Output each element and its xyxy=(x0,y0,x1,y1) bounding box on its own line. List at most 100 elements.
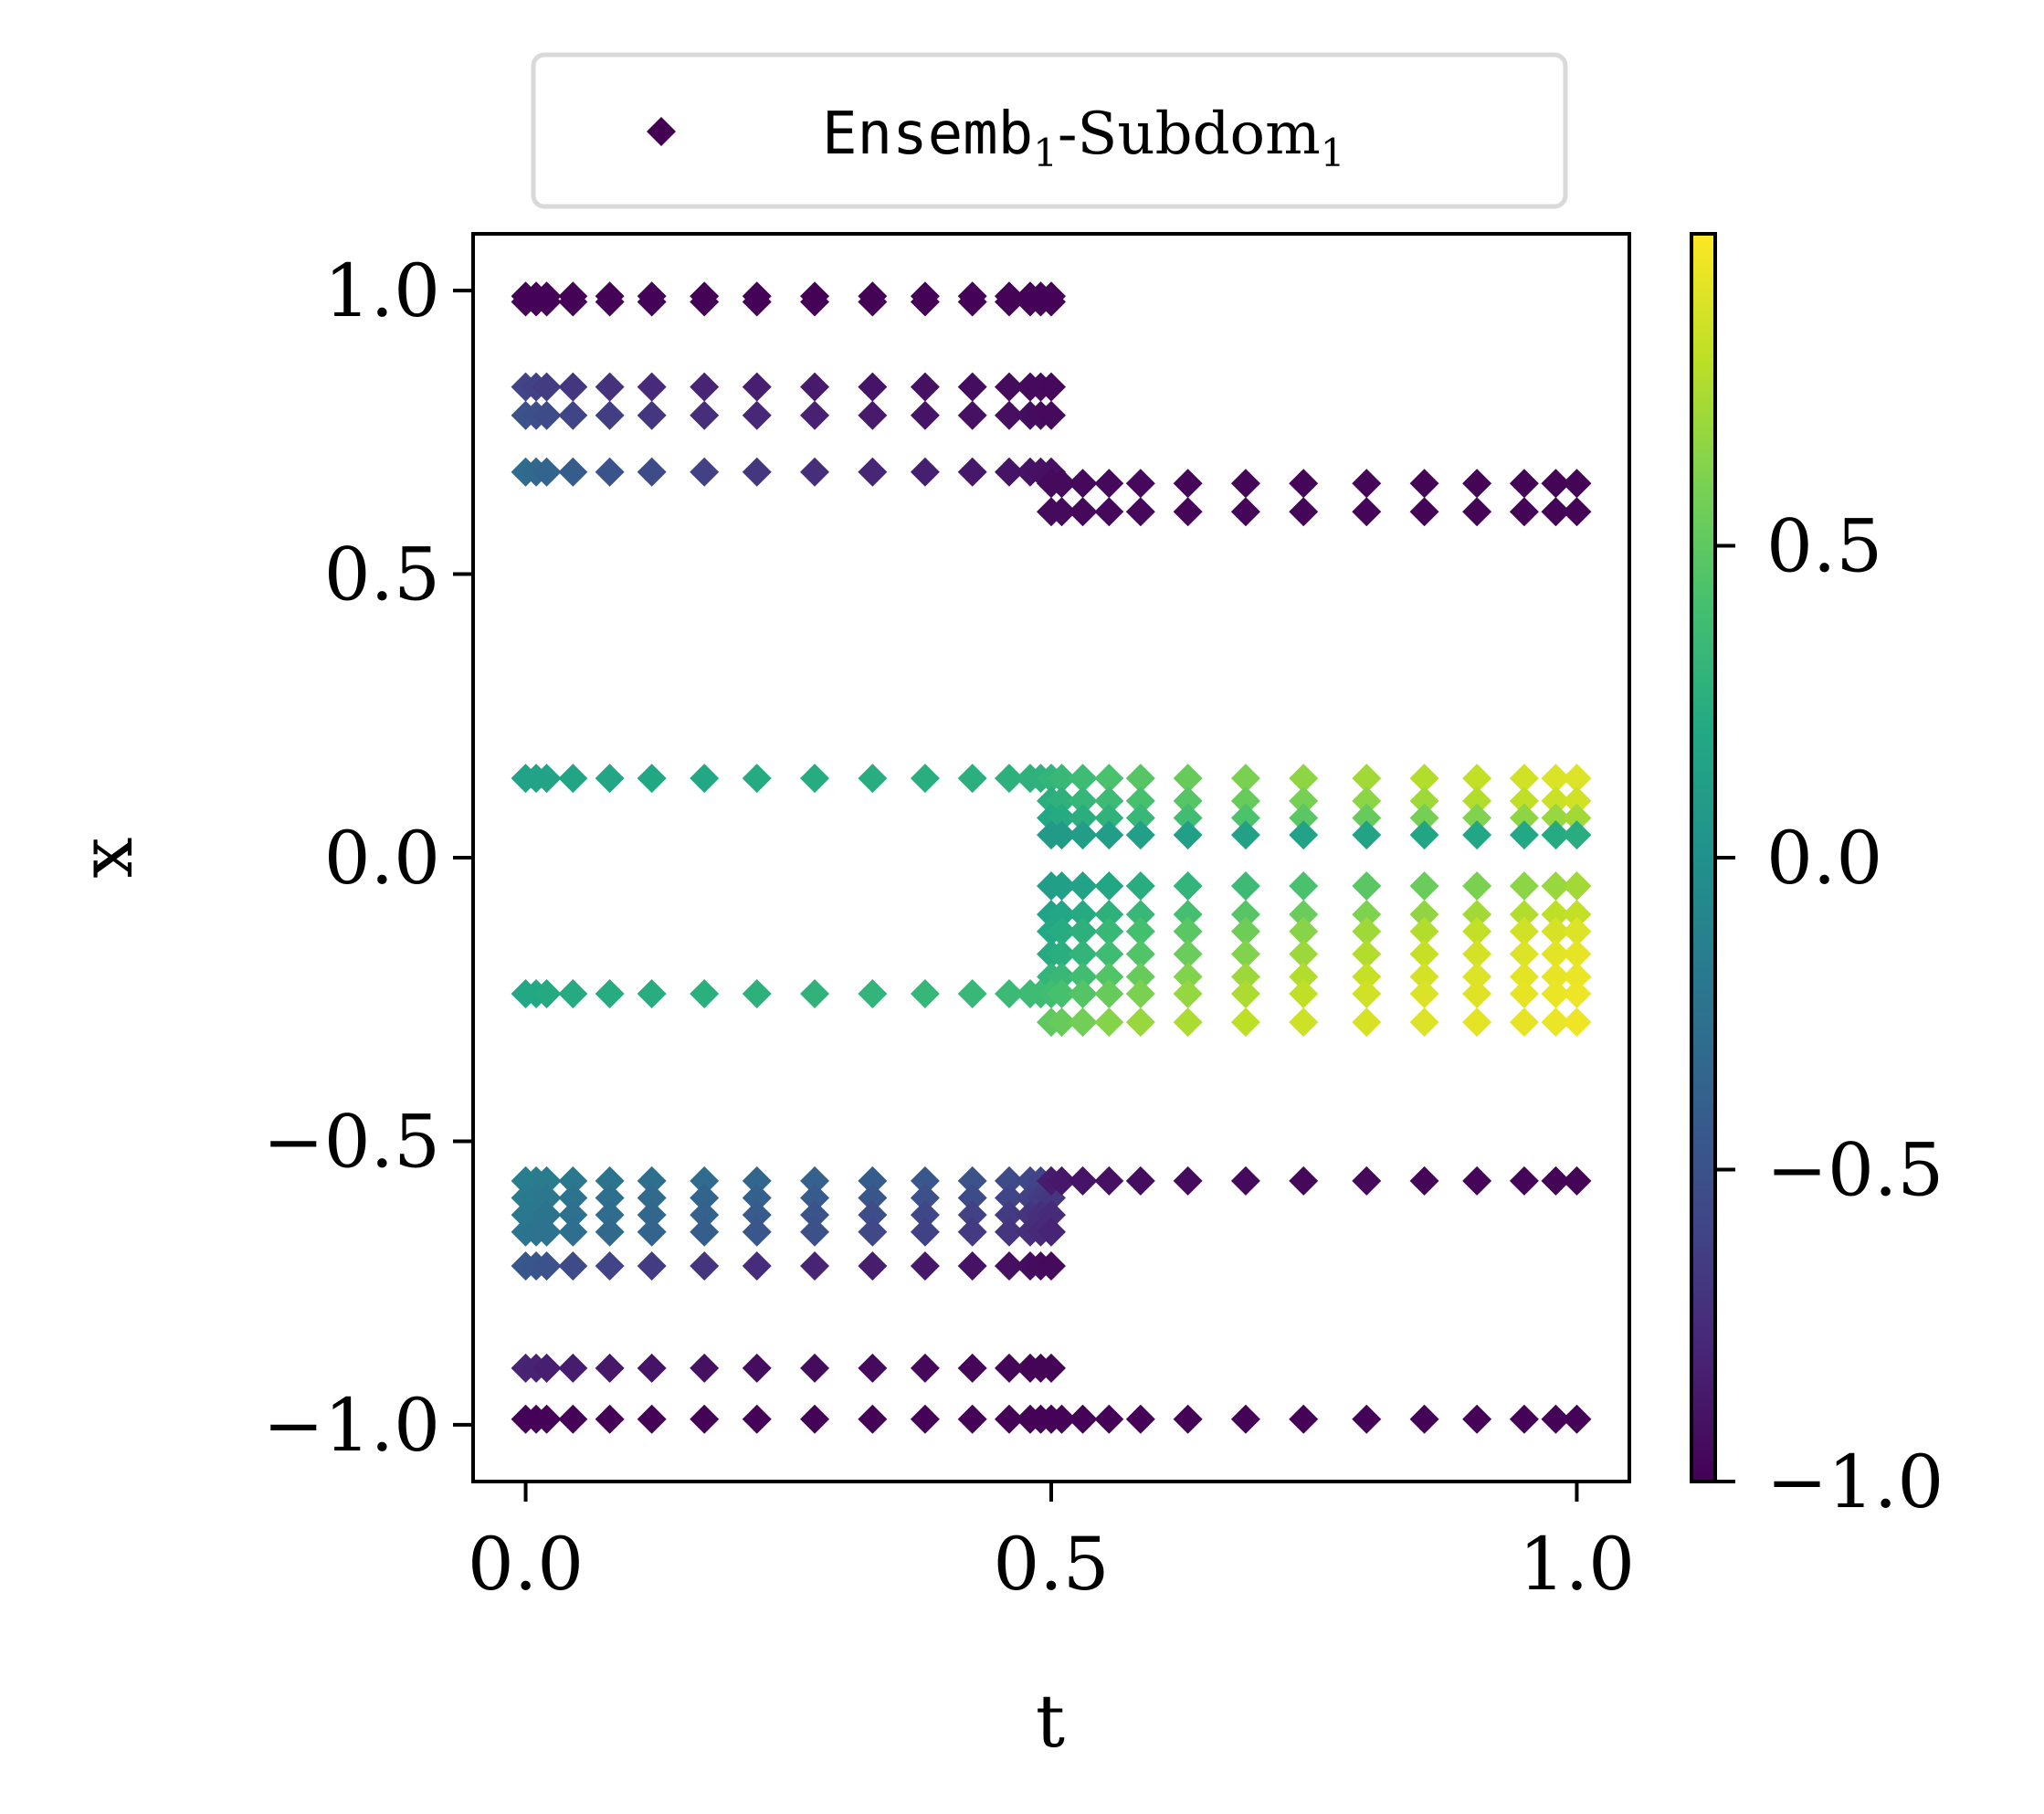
colorbar-tick-label: −1.0 xyxy=(1766,1440,1944,1524)
data-point xyxy=(994,1165,1024,1196)
data-point xyxy=(1037,287,1066,317)
data-point xyxy=(1462,1404,1492,1434)
data-point xyxy=(800,764,830,794)
data-point xyxy=(1068,900,1098,930)
data-point xyxy=(800,1353,830,1383)
data-point xyxy=(742,1217,772,1247)
data-point xyxy=(637,1353,667,1383)
data-point xyxy=(1173,786,1203,816)
data-point xyxy=(800,1217,830,1247)
data-point xyxy=(690,764,720,794)
data-point xyxy=(595,1251,625,1281)
data-point xyxy=(690,400,720,430)
data-point xyxy=(1509,900,1539,930)
data-point xyxy=(1230,871,1260,902)
data-point xyxy=(957,1217,987,1247)
data-point xyxy=(690,457,720,487)
data-point xyxy=(595,372,625,402)
data-point xyxy=(1509,786,1539,816)
data-point xyxy=(1509,979,1539,1009)
data-point xyxy=(1047,820,1077,850)
data-point xyxy=(1094,820,1124,850)
data-point xyxy=(742,457,772,487)
data-point xyxy=(858,1251,888,1281)
data-point xyxy=(1047,1404,1077,1434)
data-point xyxy=(558,400,588,430)
data-point xyxy=(957,1183,987,1213)
data-point xyxy=(1125,803,1155,833)
data-point xyxy=(1541,820,1571,850)
data-point xyxy=(1352,979,1382,1009)
data-point xyxy=(1509,1165,1539,1196)
data-point xyxy=(957,457,987,487)
data-point xyxy=(858,372,888,402)
data-point xyxy=(1047,497,1077,527)
x-tick-label: 0.5 xyxy=(993,1522,1109,1607)
data-point xyxy=(1047,979,1077,1009)
y-tick-label: 0.5 xyxy=(324,533,440,617)
data-point xyxy=(1173,1404,1203,1434)
data-point xyxy=(1509,871,1539,902)
data-point xyxy=(532,1353,562,1383)
data-point xyxy=(1230,979,1260,1009)
y-axis-label: x xyxy=(64,837,149,878)
data-point xyxy=(1173,979,1203,1009)
data-point xyxy=(858,1217,888,1247)
data-point xyxy=(1352,871,1382,902)
data-point xyxy=(1409,962,1439,992)
data-point xyxy=(910,1200,940,1230)
data-point xyxy=(1125,469,1155,499)
data-point xyxy=(1125,900,1155,930)
data-point xyxy=(1462,871,1492,902)
data-point xyxy=(1462,1007,1492,1038)
data-point xyxy=(1173,871,1203,902)
data-point xyxy=(558,1183,588,1213)
data-point xyxy=(1068,469,1098,499)
data-point xyxy=(1509,497,1539,527)
data-point xyxy=(800,1251,830,1281)
data-point xyxy=(957,1251,987,1281)
x-axis-label: t xyxy=(1036,1679,1065,1764)
data-point xyxy=(1409,803,1439,833)
data-point xyxy=(1173,1007,1203,1038)
data-point xyxy=(1541,803,1571,833)
data-point xyxy=(690,1217,720,1247)
legend-label-sub1: 1 xyxy=(1033,131,1058,175)
data-point xyxy=(957,979,987,1009)
data-point xyxy=(1352,1165,1382,1196)
data-point xyxy=(1352,820,1382,850)
data-point xyxy=(1125,871,1155,902)
data-point xyxy=(1230,939,1260,969)
data-point xyxy=(637,1404,667,1434)
data-point xyxy=(742,1183,772,1213)
data-point xyxy=(1068,786,1098,816)
data-point xyxy=(637,764,667,794)
data-point xyxy=(1173,803,1203,833)
data-point xyxy=(1094,1404,1124,1434)
data-point xyxy=(1289,900,1319,930)
data-point xyxy=(1509,916,1539,946)
data-point xyxy=(532,979,562,1009)
legend-label-sub2: 1 xyxy=(1321,131,1345,175)
data-point xyxy=(910,372,940,402)
data-point xyxy=(1125,939,1155,969)
data-point xyxy=(1462,916,1492,946)
data-point xyxy=(858,1183,888,1213)
data-point xyxy=(1173,962,1203,992)
data-point xyxy=(595,457,625,487)
data-point xyxy=(1094,1007,1124,1038)
legend-label-main: Ensemb xyxy=(822,100,1033,168)
data-point xyxy=(1230,786,1260,816)
data-point xyxy=(637,287,667,317)
data-point xyxy=(1230,962,1260,992)
legend-marker-icon xyxy=(647,117,676,146)
data-point xyxy=(1462,469,1492,499)
data-point xyxy=(532,400,562,430)
data-point xyxy=(1562,962,1592,992)
y-tick-label: −1.0 xyxy=(263,1383,440,1468)
data-points xyxy=(511,281,1592,1434)
data-point xyxy=(1352,916,1382,946)
data-point xyxy=(910,1251,940,1281)
data-point xyxy=(1562,786,1592,816)
data-point xyxy=(742,287,772,317)
